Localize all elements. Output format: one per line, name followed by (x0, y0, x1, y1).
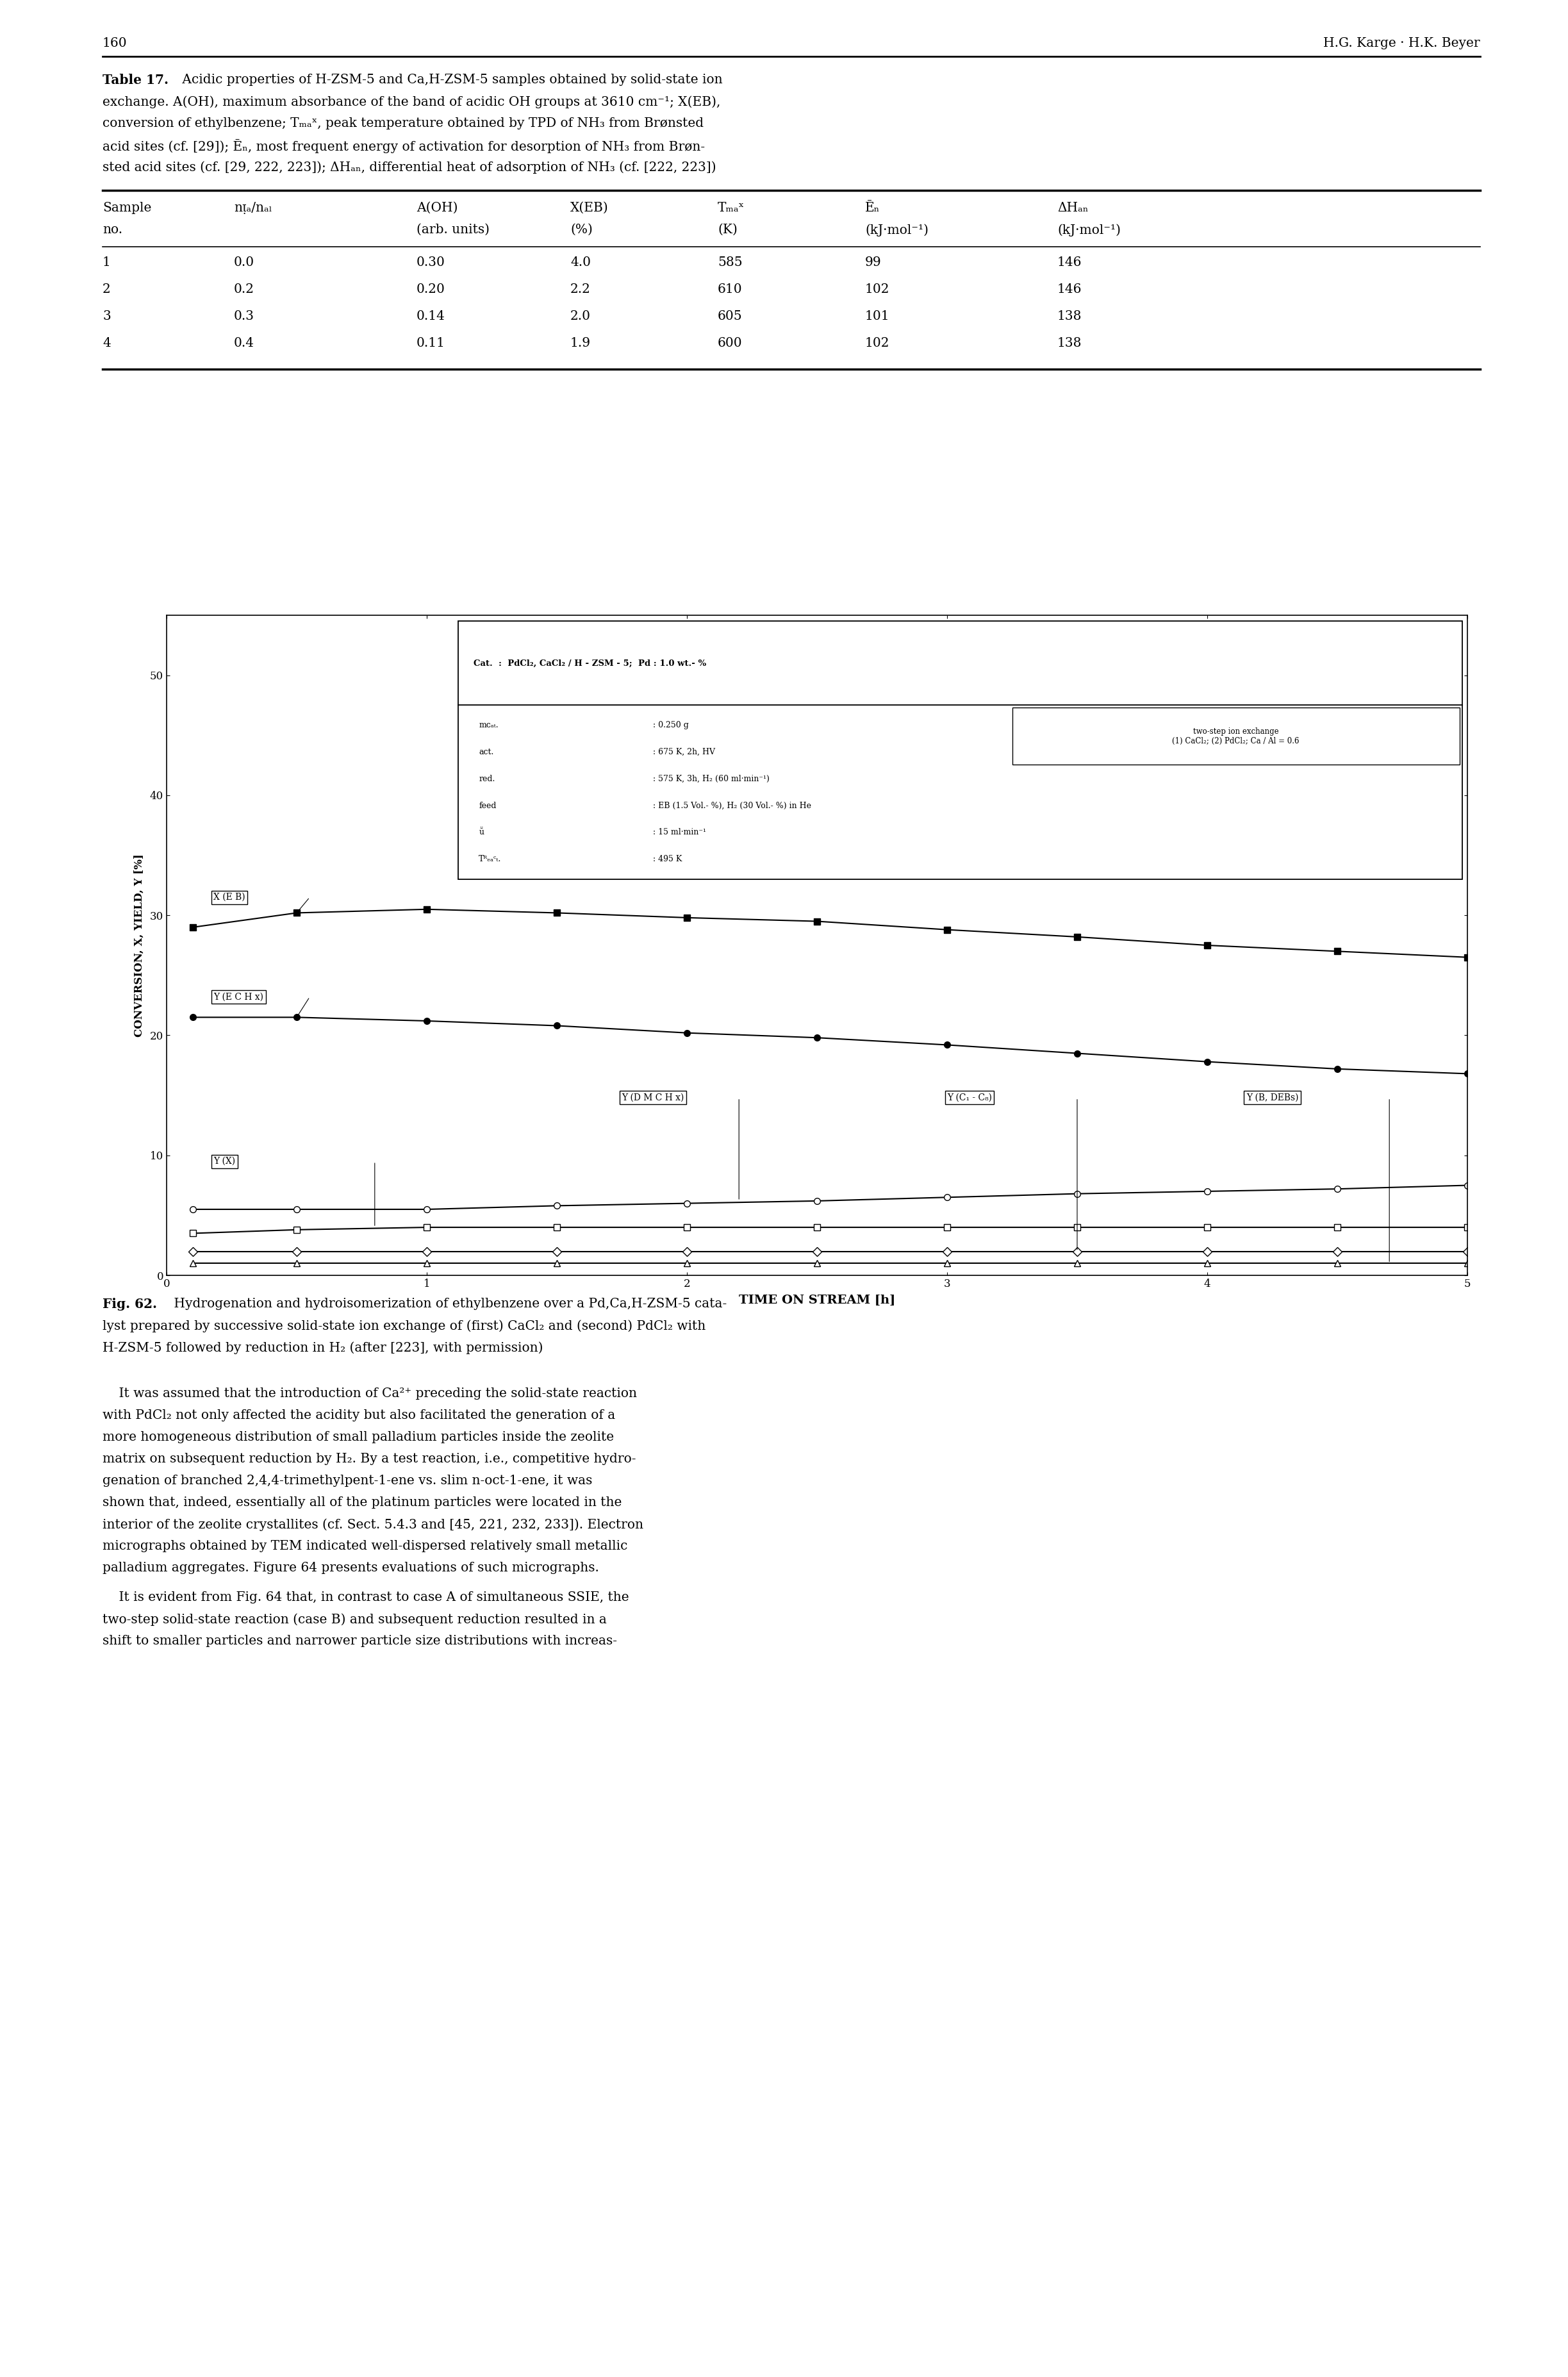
Y-axis label: CONVERSION, X, YIELD, Y [%]: CONVERSION, X, YIELD, Y [%] (133, 853, 144, 1036)
Text: Tᴿₑₐᶜₜ.: Tᴿₑₐᶜₜ. (478, 856, 502, 863)
Text: 1: 1 (102, 257, 111, 269)
Text: : EB (1.5 Vol.- %), H₂ (30 Vol.- %) in He: : EB (1.5 Vol.- %), H₂ (30 Vol.- %) in H… (654, 801, 811, 811)
Text: ṻ: ṻ (478, 827, 485, 837)
Text: feed: feed (478, 801, 497, 811)
Text: 2.0: 2.0 (571, 309, 591, 323)
Text: Y (B, DEBs): Y (B, DEBs) (1247, 1093, 1298, 1103)
Text: : 495 K: : 495 K (654, 856, 682, 863)
Text: conversion of ethylbenzene; Tₘₐˣ, peak temperature obtained by TPD of NH₃ from B: conversion of ethylbenzene; Tₘₐˣ, peak t… (102, 116, 704, 128)
Text: sted acid sites (cf. [29, 222, 223]); ΔHₐₙ, differential heat of adsorption of N: sted acid sites (cf. [29, 222, 223]); ΔH… (102, 162, 717, 174)
Text: Table 17.: Table 17. (102, 74, 168, 86)
Text: no.: no. (102, 223, 122, 235)
Text: 3: 3 (102, 309, 111, 323)
Text: micrographs obtained by TEM indicated well-dispersed relatively small metallic: micrographs obtained by TEM indicated we… (102, 1540, 627, 1552)
X-axis label: TIME ON STREAM [h]: TIME ON STREAM [h] (739, 1295, 895, 1307)
Text: (arb. units): (arb. units) (417, 223, 489, 235)
Text: 4: 4 (102, 338, 111, 349)
Text: with PdCl₂ not only affected the acidity but also facilitated the generation of : with PdCl₂ not only affected the acidity… (102, 1410, 615, 1421)
FancyBboxPatch shape (458, 620, 1463, 879)
Text: shown that, indeed, essentially all of the platinum particles were located in th: shown that, indeed, essentially all of t… (102, 1498, 622, 1509)
Text: Ēₙ: Ēₙ (866, 202, 880, 214)
Text: genation of branched 2,4,4-trimethylpent-1-ene vs. slim n-oct-1-ene, it was: genation of branched 2,4,4-trimethylpent… (102, 1474, 593, 1488)
Text: mᴄₐₜ.: mᴄₐₜ. (478, 720, 499, 730)
Text: X(EB): X(EB) (571, 202, 608, 214)
Text: act.: act. (478, 749, 494, 756)
Text: : 15 ml·min⁻¹: : 15 ml·min⁻¹ (654, 827, 706, 837)
Text: 0.4: 0.4 (234, 338, 254, 349)
Text: 2.2: 2.2 (571, 283, 591, 295)
Text: 610: 610 (718, 283, 742, 295)
Text: shift to smaller particles and narrower particle size distributions with increas: shift to smaller particles and narrower … (102, 1635, 618, 1647)
Text: (K): (K) (718, 223, 737, 235)
Text: A(OH): A(OH) (417, 202, 458, 214)
Text: 102: 102 (866, 338, 889, 349)
Text: 99: 99 (866, 257, 881, 269)
Text: Sample: Sample (102, 202, 152, 214)
Text: H-ZSM-5 followed by reduction in H₂ (after [223], with permission): H-ZSM-5 followed by reduction in H₂ (aft… (102, 1341, 543, 1355)
Text: interior of the zeolite crystallites (cf. Sect. 5.4.3 and [45, 221, 232, 233]). : interior of the zeolite crystallites (cf… (102, 1519, 643, 1531)
Text: H.G. Karge · H.K. Beyer: H.G. Karge · H.K. Beyer (1323, 38, 1480, 50)
Text: 0.20: 0.20 (417, 283, 445, 295)
Text: 138: 138 (1057, 309, 1082, 323)
Text: Cat.  :  PdCl₂, CaCl₂ / H - ZSM - 5;  Pd : 1.0 wt.- %: Cat. : PdCl₂, CaCl₂ / H - ZSM - 5; Pd : … (474, 658, 706, 668)
Text: 0.14: 0.14 (417, 309, 445, 323)
Text: 0.3: 0.3 (234, 309, 254, 323)
Text: Y (E C H x): Y (E C H x) (213, 994, 263, 1001)
Text: : 675 K, 2h, HV: : 675 K, 2h, HV (654, 749, 715, 756)
Text: 160: 160 (102, 38, 127, 50)
Text: ΔHₐₙ: ΔHₐₙ (1057, 202, 1088, 214)
Text: Y (D M C H x): Y (D M C H x) (622, 1093, 684, 1103)
Text: Hydrogenation and hydroisomerization of ethylbenzene over a Pd,Ca,H-ZSM-5 cata-: Hydrogenation and hydroisomerization of … (169, 1298, 728, 1310)
Text: (%): (%) (571, 223, 593, 235)
Text: 146: 146 (1057, 257, 1082, 269)
Text: It is evident from Fig. 64 that, in contrast to case A of simultaneous SSIE, the: It is evident from Fig. 64 that, in cont… (102, 1590, 629, 1604)
Text: 0.30: 0.30 (417, 257, 445, 269)
Text: Y (C₁ - C₈): Y (C₁ - C₈) (947, 1093, 993, 1103)
Text: : 575 K, 3h, H₂ (60 ml·min⁻¹): : 575 K, 3h, H₂ (60 ml·min⁻¹) (654, 775, 770, 782)
Text: (kJ·mol⁻¹): (kJ·mol⁻¹) (1057, 223, 1121, 235)
Text: Tₘₐˣ: Tₘₐˣ (718, 202, 745, 214)
Text: 605: 605 (718, 309, 742, 323)
Text: It was assumed that the introduction of Ca²⁺ preceding the solid-state reaction: It was assumed that the introduction of … (102, 1388, 637, 1400)
Text: Y (X): Y (X) (213, 1158, 235, 1165)
Text: 600: 600 (718, 338, 742, 349)
Text: 4.0: 4.0 (571, 257, 591, 269)
Text: Acidic properties of H-ZSM-5 and Ca,H-ZSM-5 samples obtained by solid-state ion: Acidic properties of H-ZSM-5 and Ca,H-ZS… (179, 74, 723, 86)
Text: red.: red. (478, 775, 495, 782)
Text: 146: 146 (1057, 283, 1082, 295)
Text: 101: 101 (866, 309, 889, 323)
Text: two-step solid-state reaction (case B) and subsequent reduction resulted in a: two-step solid-state reaction (case B) a… (102, 1614, 607, 1626)
Text: two-step ion exchange
(1) CaCl₂; (2) PdCl₂; Ca / Al = 0.6: two-step ion exchange (1) CaCl₂; (2) PdC… (1173, 727, 1300, 746)
Text: exchange. A(OH), maximum absorbance of the band of acidic OH groups at 3610 cm⁻¹: exchange. A(OH), maximum absorbance of t… (102, 95, 720, 107)
Text: matrix on subsequent reduction by H₂. By a test reaction, i.e., competitive hydr: matrix on subsequent reduction by H₂. By… (102, 1452, 637, 1464)
Text: : 0.250 g: : 0.250 g (654, 720, 688, 730)
Text: Fig. 62.: Fig. 62. (102, 1298, 157, 1310)
Text: 102: 102 (866, 283, 889, 295)
Text: more homogeneous distribution of small palladium particles inside the zeolite: more homogeneous distribution of small p… (102, 1431, 615, 1443)
Text: lyst prepared by successive solid-state ion exchange of (first) CaCl₂ and (secon: lyst prepared by successive solid-state … (102, 1319, 706, 1331)
Text: 0.2: 0.2 (234, 283, 254, 295)
FancyBboxPatch shape (1011, 708, 1460, 765)
Text: 585: 585 (718, 257, 742, 269)
Text: 1.9: 1.9 (571, 338, 591, 349)
Text: 0.11: 0.11 (417, 338, 445, 349)
Text: palladium aggregates. Figure 64 presents evaluations of such micrographs.: palladium aggregates. Figure 64 presents… (102, 1562, 599, 1574)
Text: X (E B): X (E B) (213, 894, 245, 901)
Text: 138: 138 (1057, 338, 1082, 349)
Text: 0.0: 0.0 (234, 257, 254, 269)
Text: nᴉₐ/nₐₗ: nᴉₐ/nₐₗ (234, 202, 273, 214)
Text: 2: 2 (102, 283, 111, 295)
Text: acid sites (cf. [29]); Ēₙ, most frequent energy of activation for desorption of : acid sites (cf. [29]); Ēₙ, most frequent… (102, 140, 706, 152)
Text: (kJ·mol⁻¹): (kJ·mol⁻¹) (866, 223, 928, 235)
